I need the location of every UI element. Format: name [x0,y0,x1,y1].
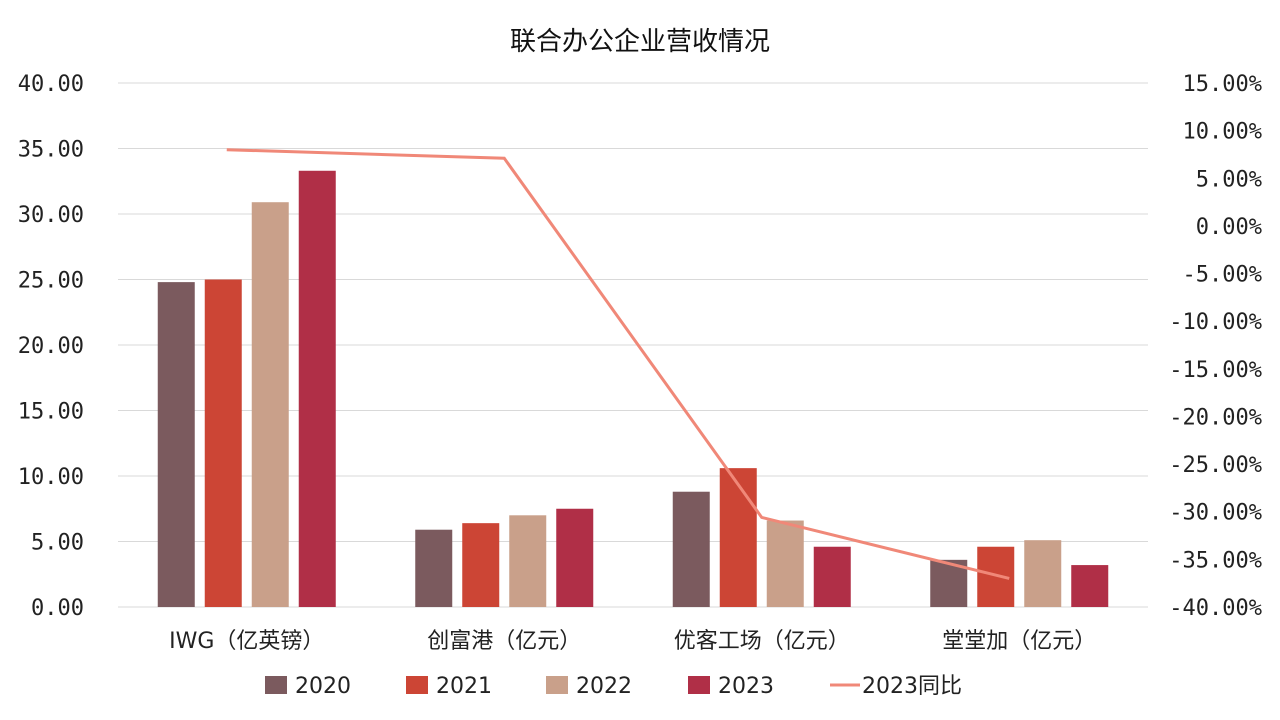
legend-swatch-2023 [688,676,710,694]
left-tick-label: 25.00 [18,269,84,294]
bar-2023-2 [813,546,851,607]
right-tick-label: -20.00% [1169,405,1262,430]
category-label: 堂堂加（亿元） [942,629,1096,654]
right-tick-label: 10.00% [1183,120,1262,145]
legend-swatch-2020 [265,676,287,694]
bar-2023-3 [1071,565,1109,607]
right-tick-label: -25.00% [1169,453,1262,478]
right-tick-label: -15.00% [1169,358,1262,383]
bar-2023-1 [556,508,594,607]
right-tick-label: -35.00% [1169,548,1262,573]
line-series-yoy [226,148,1010,580]
left-tick-label: 30.00 [18,203,84,228]
right-tick-label: -40.00% [1169,596,1262,621]
bars [157,170,1109,607]
legend-label: 2020 [295,674,351,699]
legend: 2020 2021 2022 2023 2023同比 [265,674,962,699]
yoy-line [226,148,1010,580]
gridlines [118,82,1148,608]
legend-label: 2021 [436,674,492,699]
bar-2022-1 [509,515,547,607]
bar-2022-0 [251,202,289,607]
legend-label: 2023 [718,674,774,699]
legend-swatch-2021 [406,676,428,694]
bar-2021-2 [719,468,757,607]
bar-2022-2 [766,520,804,607]
right-y-axis: -40.00% -35.00% -30.00% -25.00% -20.00% -15.0… [1169,72,1262,621]
left-tick-label: 5.00 [31,531,84,556]
category-labels: IWG（亿英镑） 创富港（亿元） 优客工场（亿元） 堂堂加（亿元） [169,629,1096,654]
category-label: 创富港（亿元） [427,629,581,654]
right-tick-label: 15.00% [1183,72,1262,97]
left-tick-label: 10.00 [18,465,84,490]
left-tick-label: 35.00 [18,138,84,163]
left-y-axis: 0.00 5.00 10.00 15.00 20.00 25.00 30.00 35.00 40… [18,72,84,621]
bar-2023-0 [298,170,336,607]
right-tick-label: -5.00% [1183,263,1262,288]
chart-title: 联合办公企业营收情况 [510,27,770,57]
legend-label: 2023同比 [862,674,962,699]
bar-2021-1 [462,523,500,607]
right-tick-label: 0.00% [1196,215,1262,240]
category-label: IWG（亿英镑） [169,629,324,654]
bar-2020-2 [672,491,710,607]
legend-swatch-2022 [546,676,568,694]
bar-2022-3 [1024,540,1062,607]
legend-label: 2022 [576,674,632,699]
bar-2020-1 [415,529,453,607]
bar-2021-0 [204,279,242,607]
left-tick-label: 15.00 [18,400,84,425]
left-tick-label: 20.00 [18,334,84,359]
left-tick-label: 0.00 [31,596,84,621]
right-tick-label: -10.00% [1169,310,1262,335]
bar-2020-0 [157,282,195,607]
right-tick-label: -30.00% [1169,501,1262,526]
category-label: 优客工场（亿元） [674,629,850,654]
left-tick-label: 40.00 [18,72,84,97]
right-tick-label: 5.00% [1196,167,1262,192]
